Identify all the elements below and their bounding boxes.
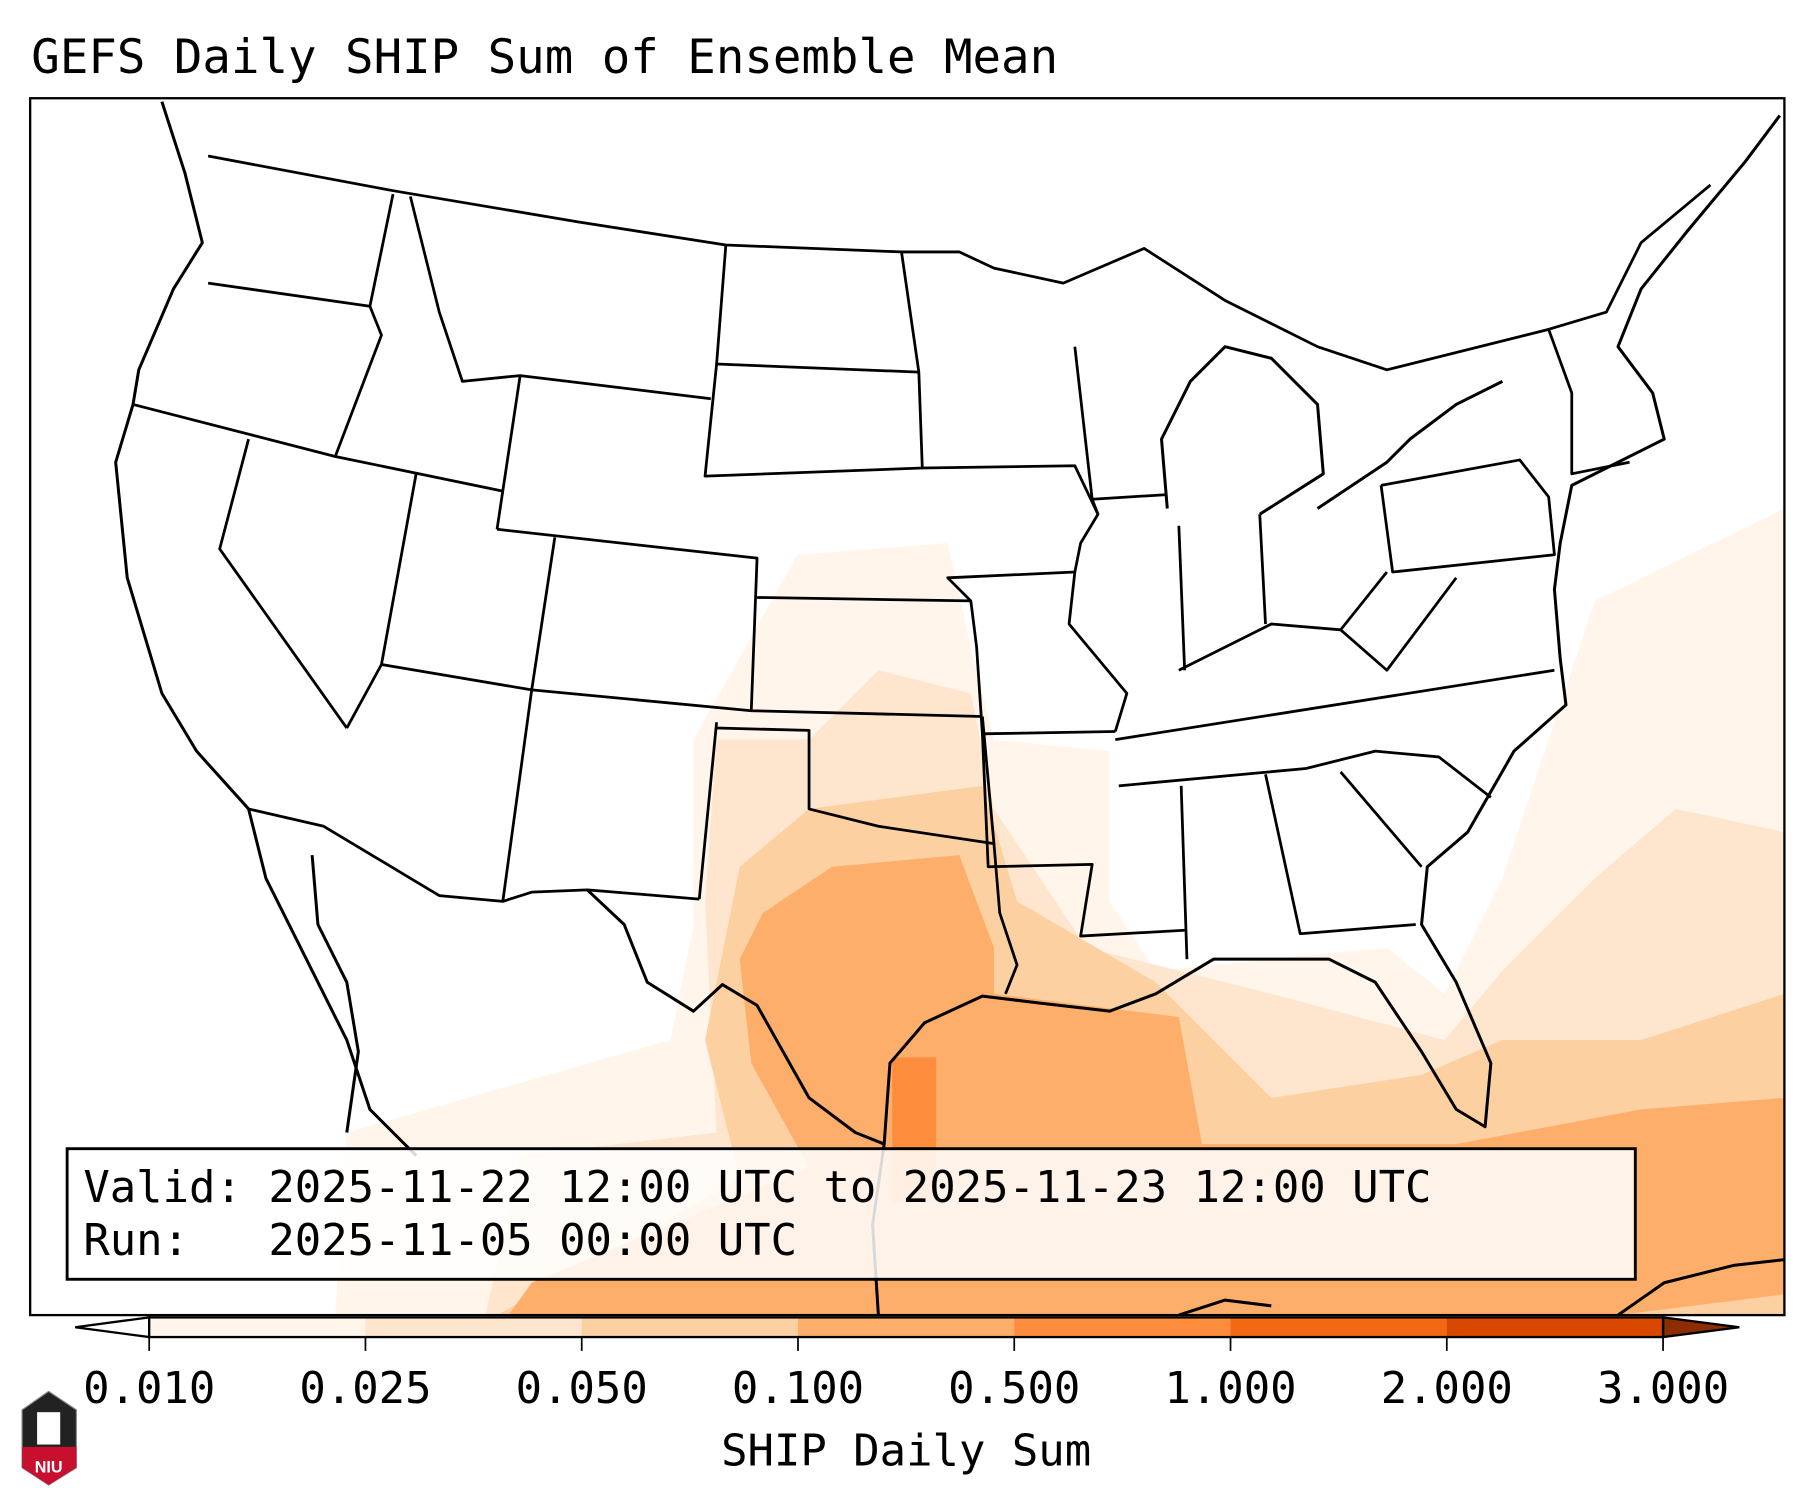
colorbar-segment bbox=[581, 1317, 799, 1338]
map-frame bbox=[29, 97, 1786, 1317]
svg-text:NIU: NIU bbox=[35, 1458, 63, 1476]
colorbar-tick-label: 2.000 bbox=[1381, 1363, 1513, 1414]
colorbar-outline bbox=[148, 1316, 1665, 1339]
colorbar-tick-label: 0.050 bbox=[516, 1363, 648, 1414]
colorbar-label: SHIP Daily Sum bbox=[721, 1425, 1091, 1476]
colorbar-tick-label: 1.000 bbox=[1164, 1363, 1296, 1414]
figure-title: GEFS Daily SHIP Sum of Ensemble Mean bbox=[31, 30, 1058, 85]
colorbar-segment bbox=[1014, 1317, 1232, 1338]
colorbar-tick-label: 3.000 bbox=[1597, 1363, 1729, 1414]
valid-time-text: Valid: 2025-11-22 12:00 UTC to 2025-11-2… bbox=[83, 1162, 1431, 1213]
colorbar-segment bbox=[365, 1317, 583, 1338]
colorbar-tick-label: 0.025 bbox=[299, 1363, 431, 1414]
info-box: Valid: 2025-11-22 12:00 UTC to 2025-11-2… bbox=[65, 1147, 1637, 1281]
coastlines bbox=[114, 101, 1785, 1316]
run-time-text: Run: 2025-11-05 00:00 UTC bbox=[83, 1215, 797, 1266]
colorbar: 0.010 0.025 0.050 0.100 0.500 1.000 2.000 3.000 bbox=[75, 1316, 1740, 1414]
colorbar-segment bbox=[1230, 1317, 1448, 1338]
colorbar-segment bbox=[149, 1317, 367, 1338]
colorbar-extend-low bbox=[75, 1316, 151, 1339]
niu-logo: NIU bbox=[21, 1390, 77, 1486]
colorbar-tick-label: 0.100 bbox=[732, 1363, 864, 1414]
colorbar-tick-label: 0.010 bbox=[83, 1363, 215, 1414]
borders bbox=[132, 154, 1712, 995]
colorbar-extend-high bbox=[1661, 1316, 1740, 1339]
colorbar-segment bbox=[797, 1317, 1015, 1338]
map-panel bbox=[30, 98, 1785, 1316]
colorbar-segment bbox=[1446, 1317, 1664, 1338]
colorbar-tick-label: 0.500 bbox=[948, 1363, 1080, 1414]
